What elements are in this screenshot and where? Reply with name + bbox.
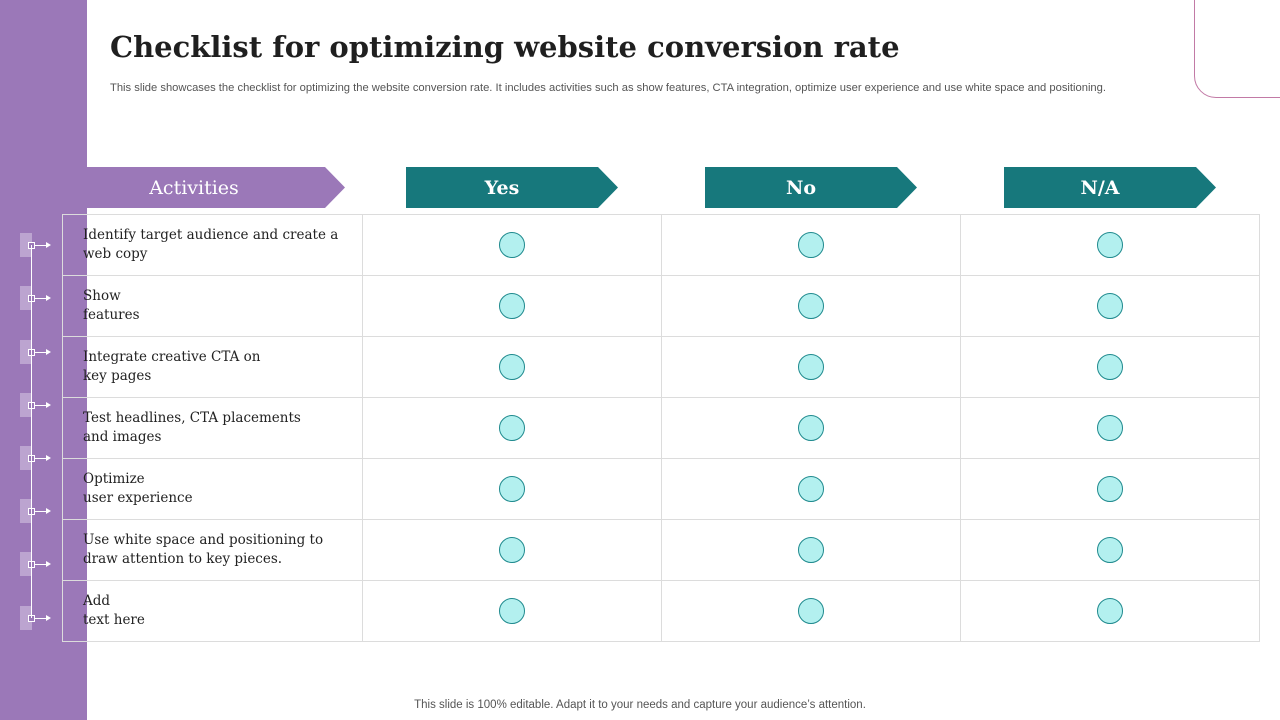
table-row: Add text here bbox=[62, 580, 1260, 642]
connector-tick bbox=[20, 393, 32, 417]
radio-na[interactable] bbox=[1097, 537, 1123, 563]
connector-tick bbox=[20, 606, 32, 630]
activity-label: Use white space and positioning to draw … bbox=[62, 519, 363, 581]
radio-yes[interactable] bbox=[499, 476, 525, 502]
option-cell-no bbox=[661, 458, 961, 520]
arrow-right-icon bbox=[46, 402, 51, 408]
table-row: Use white space and positioning to draw … bbox=[62, 519, 1260, 581]
table-row: Identify target audience and create a we… bbox=[62, 214, 1260, 276]
arrow-right-icon bbox=[46, 508, 51, 514]
option-cell-yes bbox=[362, 458, 662, 520]
connector-line bbox=[35, 298, 47, 299]
option-cell-na bbox=[960, 580, 1260, 642]
checklist-table: Identify target audience and create a we… bbox=[62, 214, 1260, 642]
radio-yes[interactable] bbox=[499, 232, 525, 258]
option-cell-no bbox=[661, 336, 961, 398]
radio-na[interactable] bbox=[1097, 415, 1123, 441]
radio-no[interactable] bbox=[798, 354, 824, 380]
connector-tick bbox=[20, 233, 32, 257]
header-no: No bbox=[705, 167, 917, 208]
connector-tick bbox=[20, 286, 32, 310]
option-cell-yes bbox=[362, 580, 662, 642]
connector-line bbox=[35, 458, 47, 459]
option-cell-na bbox=[960, 519, 1260, 581]
connector-line bbox=[35, 618, 47, 619]
radio-no[interactable] bbox=[798, 232, 824, 258]
connector-line bbox=[35, 405, 47, 406]
radio-yes[interactable] bbox=[499, 354, 525, 380]
option-cell-no bbox=[661, 275, 961, 337]
option-cell-yes bbox=[362, 336, 662, 398]
arrow-right-icon bbox=[46, 455, 51, 461]
connector-tick bbox=[20, 499, 32, 523]
header-yes: Yes bbox=[406, 167, 618, 208]
radio-na[interactable] bbox=[1097, 354, 1123, 380]
option-cell-na bbox=[960, 336, 1260, 398]
option-cell-yes bbox=[362, 275, 662, 337]
radio-yes[interactable] bbox=[499, 537, 525, 563]
option-cell-na bbox=[960, 214, 1260, 276]
connector-line bbox=[35, 511, 47, 512]
radio-na[interactable] bbox=[1097, 232, 1123, 258]
connector-tick bbox=[20, 552, 32, 576]
option-cell-yes bbox=[362, 397, 662, 459]
activity-label: Show features bbox=[62, 275, 363, 337]
option-cell-na bbox=[960, 275, 1260, 337]
radio-no[interactable] bbox=[798, 293, 824, 319]
arrow-right-icon bbox=[46, 349, 51, 355]
radio-na[interactable] bbox=[1097, 476, 1123, 502]
table-row: Integrate creative CTA on key pages bbox=[62, 336, 1260, 398]
radio-no[interactable] bbox=[798, 415, 824, 441]
radio-no[interactable] bbox=[798, 537, 824, 563]
connector-vertical-line bbox=[31, 245, 32, 618]
activity-label: Optimize user experience bbox=[62, 458, 363, 520]
arrow-right-icon bbox=[46, 242, 51, 248]
option-cell-na bbox=[960, 397, 1260, 459]
radio-yes[interactable] bbox=[499, 293, 525, 319]
connector-line bbox=[35, 352, 47, 353]
connector-line bbox=[35, 245, 47, 246]
activity-label: Identify target audience and create a we… bbox=[62, 214, 363, 276]
header-na: N/A bbox=[1004, 167, 1216, 208]
option-cell-no bbox=[661, 519, 961, 581]
radio-na[interactable] bbox=[1097, 293, 1123, 319]
connector-line bbox=[35, 564, 47, 565]
option-cell-yes bbox=[362, 214, 662, 276]
table-row: Show features bbox=[62, 275, 1260, 337]
radio-yes[interactable] bbox=[499, 598, 525, 624]
option-cell-no bbox=[661, 580, 961, 642]
radio-no[interactable] bbox=[798, 476, 824, 502]
footer-note: This slide is 100% editable. Adapt it to… bbox=[414, 699, 866, 711]
row-connector-lines bbox=[0, 0, 87, 720]
radio-yes[interactable] bbox=[499, 415, 525, 441]
option-cell-no bbox=[661, 214, 961, 276]
header-activities: Activities bbox=[63, 167, 345, 208]
table-row: Optimize user experience bbox=[62, 458, 1260, 520]
activity-label: Integrate creative CTA on key pages bbox=[62, 336, 363, 398]
activity-label: Add text here bbox=[62, 580, 363, 642]
radio-no[interactable] bbox=[798, 598, 824, 624]
corner-decoration bbox=[1194, 0, 1280, 98]
arrow-right-icon bbox=[46, 561, 51, 567]
option-cell-yes bbox=[362, 519, 662, 581]
arrow-right-icon bbox=[46, 295, 51, 301]
page-subtitle: This slide showcases the checklist for o… bbox=[110, 82, 1106, 94]
table-row: Test headlines, CTA placements and image… bbox=[62, 397, 1260, 459]
connector-tick bbox=[20, 446, 32, 470]
radio-na[interactable] bbox=[1097, 598, 1123, 624]
option-cell-na bbox=[960, 458, 1260, 520]
option-cell-no bbox=[661, 397, 961, 459]
activity-label: Test headlines, CTA placements and image… bbox=[62, 397, 363, 459]
connector-tick bbox=[20, 340, 32, 364]
page-title: Checklist for optimizing website convers… bbox=[110, 30, 900, 64]
arrow-right-icon bbox=[46, 615, 51, 621]
